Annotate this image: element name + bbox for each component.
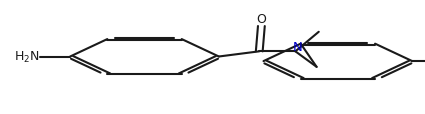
Text: O: O: [256, 13, 266, 26]
Text: H$_2$N: H$_2$N: [14, 49, 39, 65]
Text: N: N: [293, 40, 302, 53]
